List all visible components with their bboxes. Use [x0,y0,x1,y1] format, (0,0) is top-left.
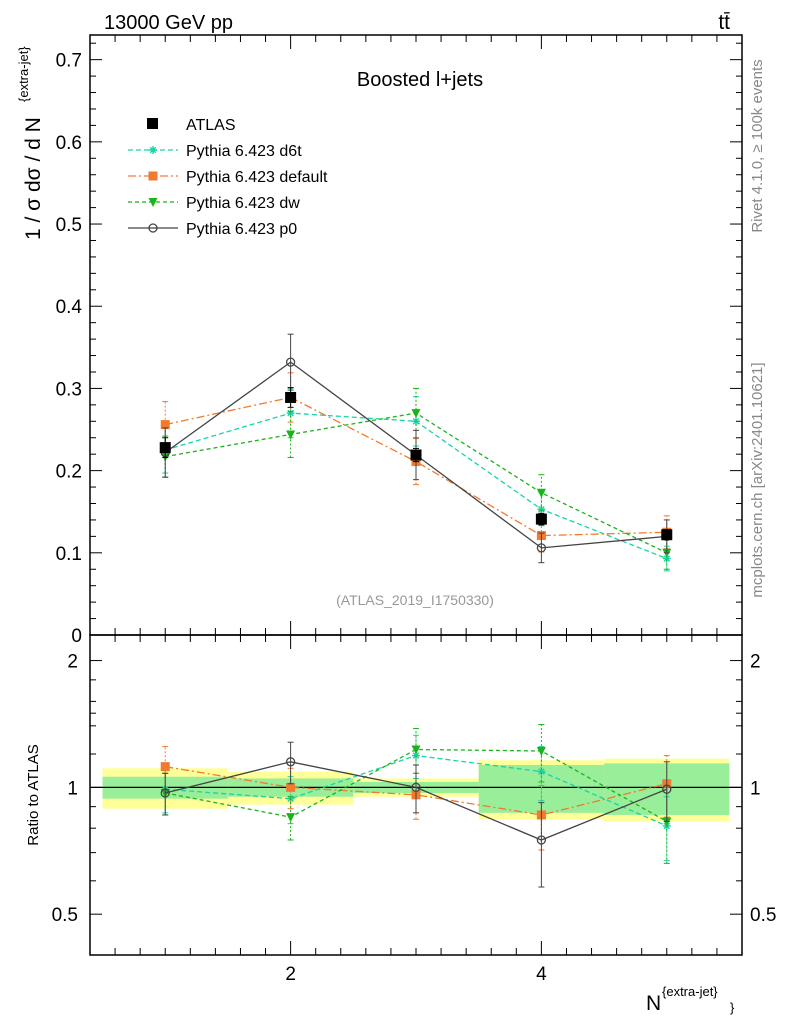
main-x-ticks [114,35,718,635]
rivet-version-label: Rivet 4.1.0, ≥ 100k events [749,59,766,232]
main-panel: 0 0.1 0.2 0.3 0.4 0.5 0.6 0.7 Boosted l+jets (A… [56,34,743,647]
ratio-series-marker [160,788,170,798]
ratio-series-marker [537,767,546,776]
ratio-y-axis-label: Ratio to ATLAS [25,744,42,845]
process-label: tt̄ [718,11,730,34]
ratio-series-layer [160,724,672,888]
main-series-marker [286,430,296,440]
ratio-series-marker [536,835,547,845]
atlas-data-point [535,513,547,525]
legend-atlas-marker [147,118,158,129]
main-y-tick-label: 0.1 [56,544,82,565]
ratio-y-tick-label-right: 2 [750,652,761,673]
x-tick-label: 4 [536,964,547,985]
legend: ATLAS Pythia 6.423 d6t Pythia 6.423 defaul… [128,117,328,238]
main-y-axis-label: 1 / σ dσ / d N {extra-jet} [16,46,45,240]
main-series-line [165,396,667,537]
main-y-axis-label-text: 1 / σ dσ / d N [22,117,45,240]
ratio-series-marker [286,782,296,792]
atlas-data-point [410,449,422,461]
ratio-y-tick-label: 2 [67,652,78,673]
main-y-tick-label: 0.6 [56,133,82,154]
main-series-marker [411,409,421,419]
analysis-id-label: (ATLAS_2019_I1750330) [336,592,494,608]
ratio-y-tick-label-right: 0.5 [750,905,776,926]
main-series-marker [536,488,546,498]
mcplots-label: mcplots.cern.ch [arXiv:2401.10621] [749,362,766,597]
energy-label: 13000 GeV pp [104,12,233,34]
ratio-y-tick-label-right: 1 [750,778,761,799]
legend-entry-label: Pythia 6.423 dw [186,195,300,212]
main-series-marker [536,543,547,553]
legend-marker [148,171,158,181]
ratio-y-axis: 0.5 0.5 1 1 2 2 [52,652,777,927]
main-series-marker [285,357,296,367]
atlas-data-point [159,442,171,454]
legend-entry-label: Pythia 6.423 d6t [186,143,302,160]
ratio-series-marker [662,784,672,794]
legend-marker [149,146,157,154]
ratio-y-tick-label: 1 [67,778,78,799]
ratio-series-marker [411,745,421,755]
x-axis-label-close: } [730,1000,735,1015]
x-axis-label-text: N [646,992,661,1015]
main-y-tick-label: 0.5 [56,215,82,236]
main-y-tick-label: 0.2 [56,462,82,483]
ratio-series-marker [286,813,296,823]
main-y-tick-label: 0.7 [56,51,82,72]
atlas-data-point [661,529,673,541]
ratio-series-line [165,748,668,823]
legend-marker [148,223,158,233]
atlas-data-point [285,391,297,403]
ratio-series-marker [160,762,170,772]
main-y-axis: 0 0.1 0.2 0.3 0.4 0.5 0.6 0.7 [56,42,742,647]
main-series-layer [159,333,673,572]
main-y-tick-label: 0.4 [56,297,83,318]
ratio-series-marker [285,757,296,767]
main-y-axis-label-sup: {extra-jet} [16,46,31,102]
legend-entry-label: Pythia 6.423 p0 [186,221,297,238]
legend-entry-label: Pythia 6.423 default [186,169,328,186]
ratio-series-marker [536,746,546,756]
x-axis-label-sup: {extra-jet} [662,984,718,999]
main-y-tick-label: 0.3 [56,379,82,400]
x-axis-label: N {extra-jet} } [646,984,735,1015]
ratio-series-marker [411,782,421,793]
legend-entry-label: ATLAS [186,117,236,134]
legend-marker [148,198,158,207]
ratio-y-tick-label: 0.5 [52,905,78,926]
plot-title: Boosted l+jets [357,69,483,91]
main-y-tick-label: 0 [71,626,82,647]
main-series-marker [662,554,671,563]
x-tick-label: 2 [285,964,296,985]
